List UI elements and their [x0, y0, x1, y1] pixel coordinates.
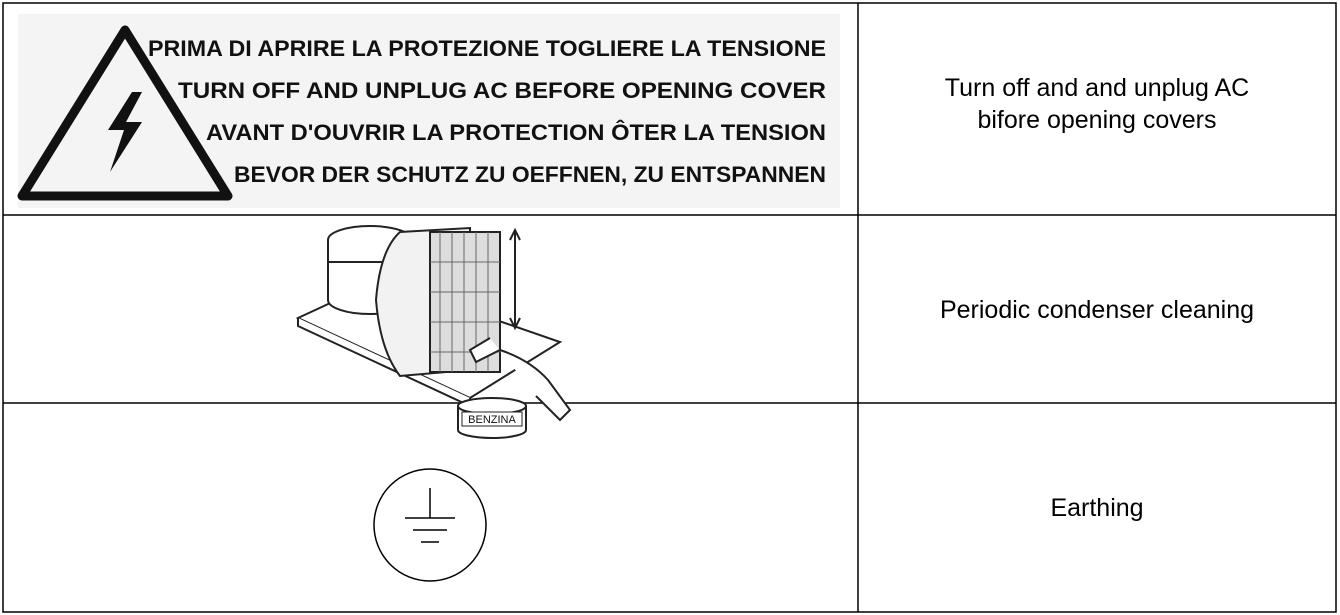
- description: Turn off and and unplug AC: [945, 74, 1249, 102]
- description: Periodic condenser cleaning: [940, 296, 1254, 324]
- warning-line: TURN OFF AND UNPLUG AC BEFORE OPENING CO…: [178, 78, 826, 103]
- description: Earthing: [1050, 494, 1143, 522]
- warning-line: AVANT D'OUVRIR LA PROTECTION ÔTER LA TEN…: [206, 120, 826, 145]
- warning-line: PRIMA DI APRIRE LA PROTEZIONE TOGLIERE L…: [148, 36, 826, 61]
- description: bifore opening covers: [977, 106, 1216, 134]
- warning-line: BEVOR DER SCHUTZ ZU OEFFNEN, ZU ENTSPANN…: [234, 162, 826, 187]
- warning-label: PRIMA DI APRIRE LA PROTEZIONE TOGLIERE L…: [17, 14, 840, 208]
- can-label: BENZINA: [468, 414, 516, 426]
- condenser-illustration: BENZINA: [295, 225, 572, 439]
- earthing-symbol: [373, 468, 487, 582]
